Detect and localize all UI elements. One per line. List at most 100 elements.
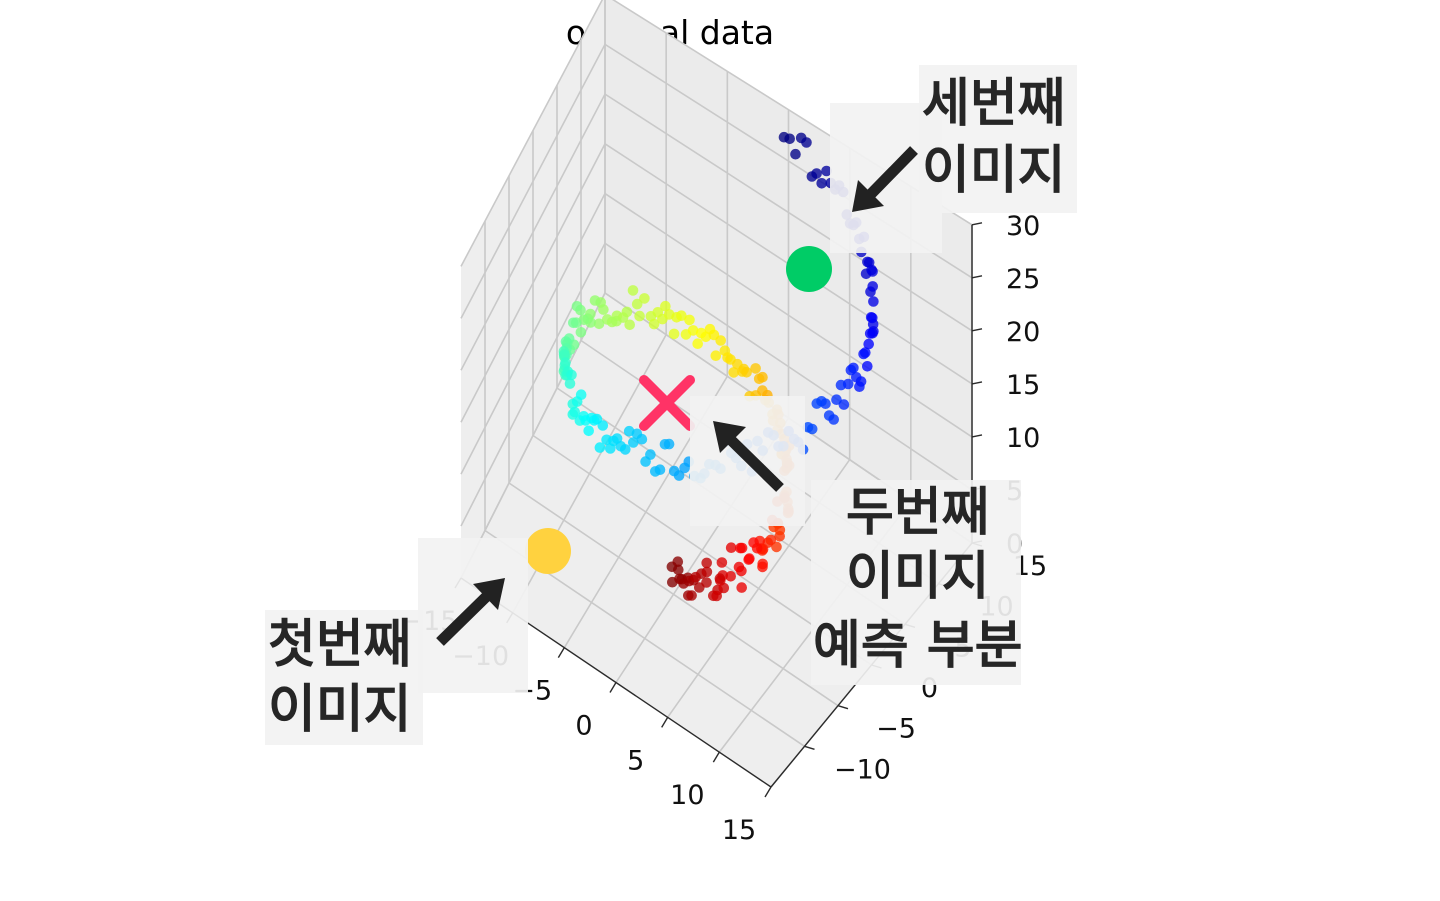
data-point [750, 363, 761, 374]
data-point [627, 285, 639, 296]
data-point [811, 168, 822, 179]
x-tick [557, 647, 565, 659]
data-point [733, 561, 745, 573]
data-point [597, 420, 609, 431]
data-point [765, 534, 777, 546]
data-point [575, 327, 587, 338]
data-point [566, 369, 577, 381]
z-tick [971, 434, 983, 438]
data-point [867, 266, 878, 277]
z-tick-label: 20 [1006, 317, 1040, 348]
x-tick [661, 716, 669, 728]
x-tick [609, 682, 617, 693]
data-point [744, 553, 755, 564]
data-point [701, 577, 712, 588]
data-point [692, 338, 703, 350]
x-tick [764, 786, 772, 798]
grid-line-z [460, 142, 973, 423]
data-point [835, 379, 847, 391]
z-tick [971, 328, 983, 332]
data-point [560, 357, 571, 368]
data-point [867, 281, 878, 292]
z-tick [971, 381, 983, 385]
data-point [631, 298, 643, 310]
annotation-third-image: 세번째 이미지 [830, 65, 1077, 253]
annotation-third-arrow [865, 146, 918, 200]
annotation-third-label-bg [919, 65, 1077, 213]
z-tick-label: 10 [1006, 423, 1040, 454]
grid-line-z [460, 192, 973, 475]
grid-line-z [460, 242, 973, 527]
data-point [801, 137, 812, 148]
z-tick-label: 30 [1006, 211, 1040, 242]
data-point [868, 296, 879, 307]
data-point [690, 571, 701, 583]
data-point [728, 367, 739, 378]
data-point [594, 442, 606, 453]
data-point [811, 398, 823, 409]
x-tick-label: 15 [722, 815, 756, 846]
data-point [863, 338, 874, 350]
data-point [718, 582, 730, 594]
data-point [710, 350, 722, 362]
annotation-third-line2: 이미지 [922, 141, 1066, 201]
annotation-third-arrowhead [852, 180, 884, 212]
data-point [569, 406, 580, 418]
data-point [639, 293, 650, 304]
x-marker-stroke [639, 375, 695, 431]
annotation-second-arrowhead [713, 421, 746, 453]
data-point [816, 178, 827, 189]
data-point [711, 590, 722, 602]
data-point [865, 312, 877, 323]
data-point [648, 318, 660, 330]
annotation-first-label-bg [265, 610, 423, 745]
highlight-third-image-point [786, 246, 832, 292]
data-point [715, 335, 726, 346]
annotation-first-line2: 이미지 [268, 680, 412, 740]
data-point [741, 367, 752, 378]
highlight-first-image-point [525, 528, 571, 574]
data-point [701, 557, 712, 569]
x-tick-label: 0 [575, 711, 592, 742]
data-point [701, 566, 713, 578]
data-point [736, 542, 748, 554]
y-tick-label: −5 [876, 714, 916, 745]
data-point [771, 541, 782, 553]
data-point [714, 573, 726, 584]
data-point [673, 564, 684, 576]
y-tick [837, 704, 849, 710]
data-point [663, 438, 675, 450]
data-point [575, 389, 587, 401]
data-point [862, 361, 873, 372]
z-tick [971, 275, 983, 279]
data-point [784, 133, 795, 145]
data-point [684, 314, 695, 326]
annotation-first-arrowhead [473, 578, 505, 610]
data-point [660, 300, 671, 312]
annotation-second-line1: 두번째 [846, 483, 990, 543]
data-point [593, 318, 605, 330]
highlight-markers [525, 246, 832, 574]
annotation-first-image: 첫번째 이미지 [265, 538, 528, 745]
data-point [864, 328, 876, 339]
data-point [687, 325, 699, 336]
data-point [620, 444, 631, 455]
data-point [654, 464, 666, 476]
data-point [645, 449, 656, 460]
z-tick-label: 15 [1006, 370, 1040, 401]
data-point [606, 316, 618, 328]
data-point [673, 470, 685, 481]
data-point [858, 348, 869, 360]
data-point [624, 319, 635, 331]
data-point [716, 557, 728, 568]
data-point [672, 556, 684, 567]
data-point [821, 165, 832, 177]
annotation-second-label-bg [811, 480, 1021, 685]
data-point [668, 328, 680, 340]
data-point [571, 301, 583, 312]
data-point [845, 364, 857, 376]
annotation-second-line2: 이미지 [846, 547, 990, 607]
data-point [559, 349, 570, 361]
